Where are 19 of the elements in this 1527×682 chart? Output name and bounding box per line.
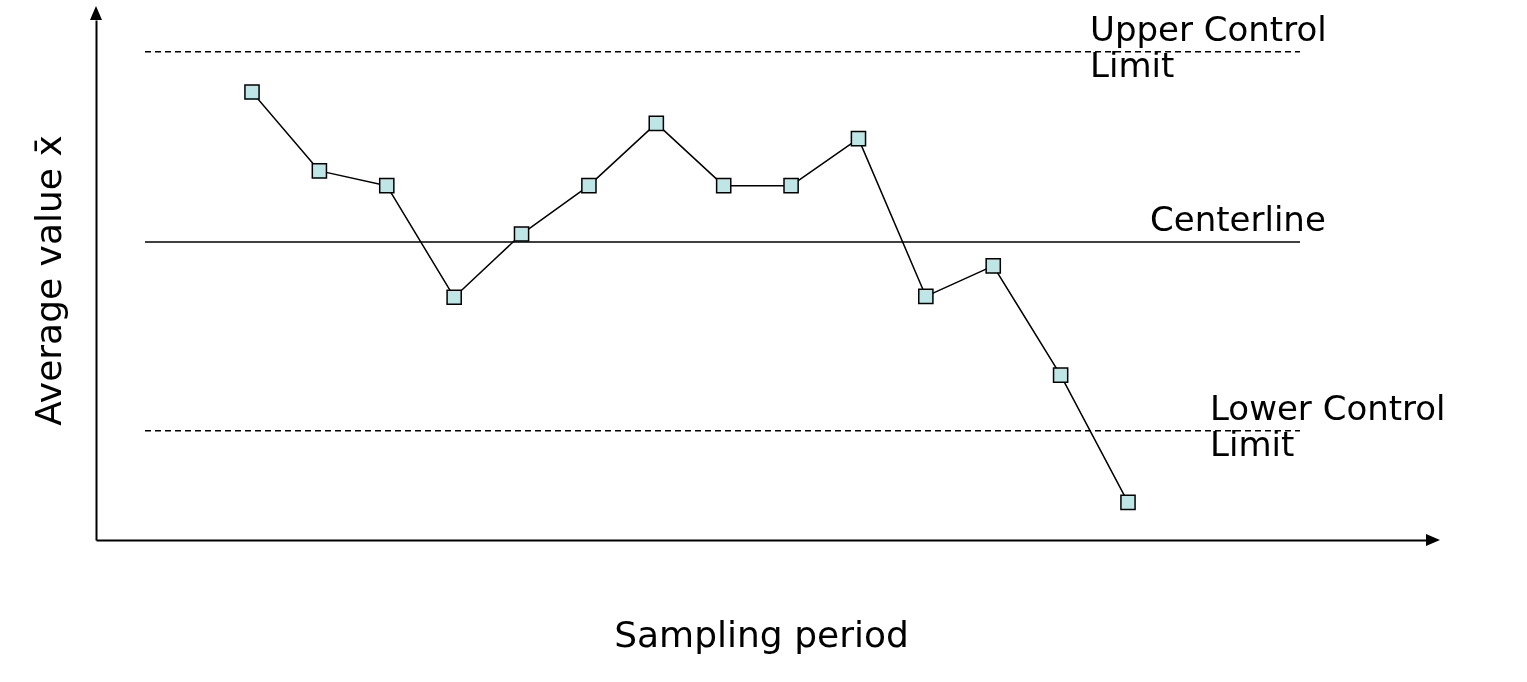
y-axis-title: Average value x̄	[27, 135, 69, 426]
ref-line-label: Lower Control Limit	[1210, 387, 1446, 464]
point	[1120, 494, 1136, 511]
point	[311, 163, 328, 179]
point	[850, 130, 867, 147]
point	[648, 115, 665, 132]
point	[715, 177, 732, 194]
ref-line-label: Centerline	[1150, 199, 1326, 240]
point	[985, 258, 1002, 274]
point	[783, 177, 799, 194]
point	[581, 177, 597, 194]
point	[513, 226, 530, 242]
ref-line-label: Upper Control Limit	[1090, 8, 1327, 85]
x-axis-title: Sampling period	[614, 613, 909, 655]
point	[918, 288, 934, 305]
point	[378, 177, 395, 194]
point	[1052, 367, 1069, 383]
point	[446, 289, 462, 306]
point	[244, 84, 260, 100]
